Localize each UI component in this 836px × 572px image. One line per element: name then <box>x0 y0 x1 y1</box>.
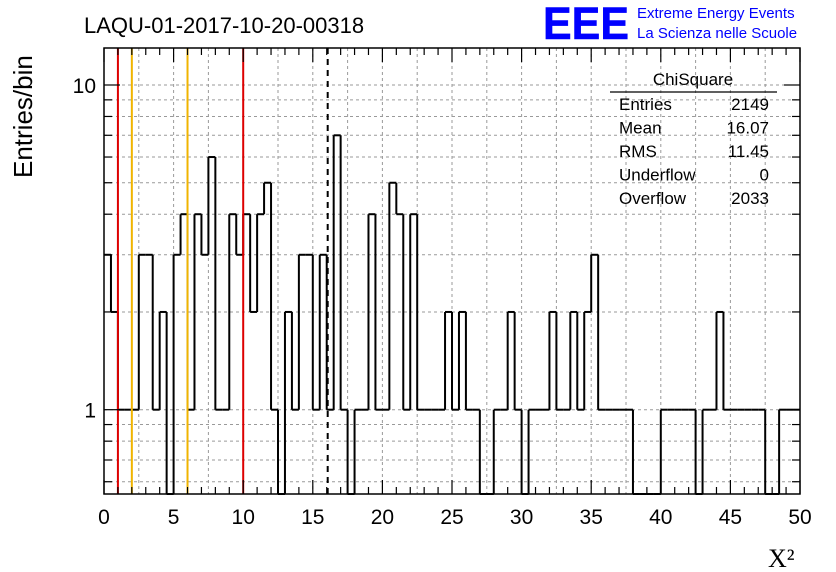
logo-letters: EEE <box>543 0 629 49</box>
stats-row-value: 16.07 <box>726 119 769 138</box>
y-tick-label: 10 <box>73 75 96 98</box>
y-axis-label: Entries/bin <box>8 55 38 178</box>
stats-row-value: 2149 <box>731 95 769 114</box>
x-axis-label: X² <box>768 544 795 572</box>
logo-line-1: Extreme Energy Events <box>637 5 795 22</box>
stats-box: ChiSquare Entries 2149 Mean 16.07 RMS 11.45 Un… <box>610 70 777 208</box>
x-tick-label: 0 <box>98 506 110 529</box>
x-tick-label: 5 <box>168 506 180 529</box>
stats-row-value: 2033 <box>731 189 769 208</box>
stats-row-label: Underflow <box>619 166 696 185</box>
x-tick-label: 10 <box>232 506 255 529</box>
x-axis: 0 5 10 15 20 25 30 35 40 45 50 <box>98 48 812 529</box>
marker-lines <box>116 48 329 494</box>
x-tick-label: 50 <box>788 506 811 529</box>
y-tick-label: 1 <box>84 400 96 423</box>
stats-row-label: RMS <box>619 142 657 161</box>
x-tick-label: 25 <box>440 506 463 529</box>
x-tick-label: 40 <box>649 506 672 529</box>
stats-title: ChiSquare <box>653 70 733 89</box>
x-tick-label: 20 <box>371 506 394 529</box>
eee-logo: EEE Extreme Energy Events La Scienza nel… <box>543 0 797 49</box>
x-tick-label: 35 <box>580 506 603 529</box>
logo-line-2: La Scienza nelle Scuole <box>637 25 797 42</box>
x-tick-label: 45 <box>719 506 742 529</box>
stats-row-label: Entries <box>619 95 672 114</box>
stats-row-label: Overflow <box>619 189 687 208</box>
y-axis: 1 10 <box>73 75 800 483</box>
x-tick-label: 15 <box>301 506 324 529</box>
run-title: LAQU-01-2017-10-20-00318 <box>84 13 364 38</box>
stats-row-value: 0 <box>760 166 769 185</box>
x-tick-label: 30 <box>510 506 533 529</box>
stats-row-label: Mean <box>619 119 662 138</box>
grid <box>104 48 800 494</box>
stats-row-value: 11.45 <box>728 142 769 161</box>
